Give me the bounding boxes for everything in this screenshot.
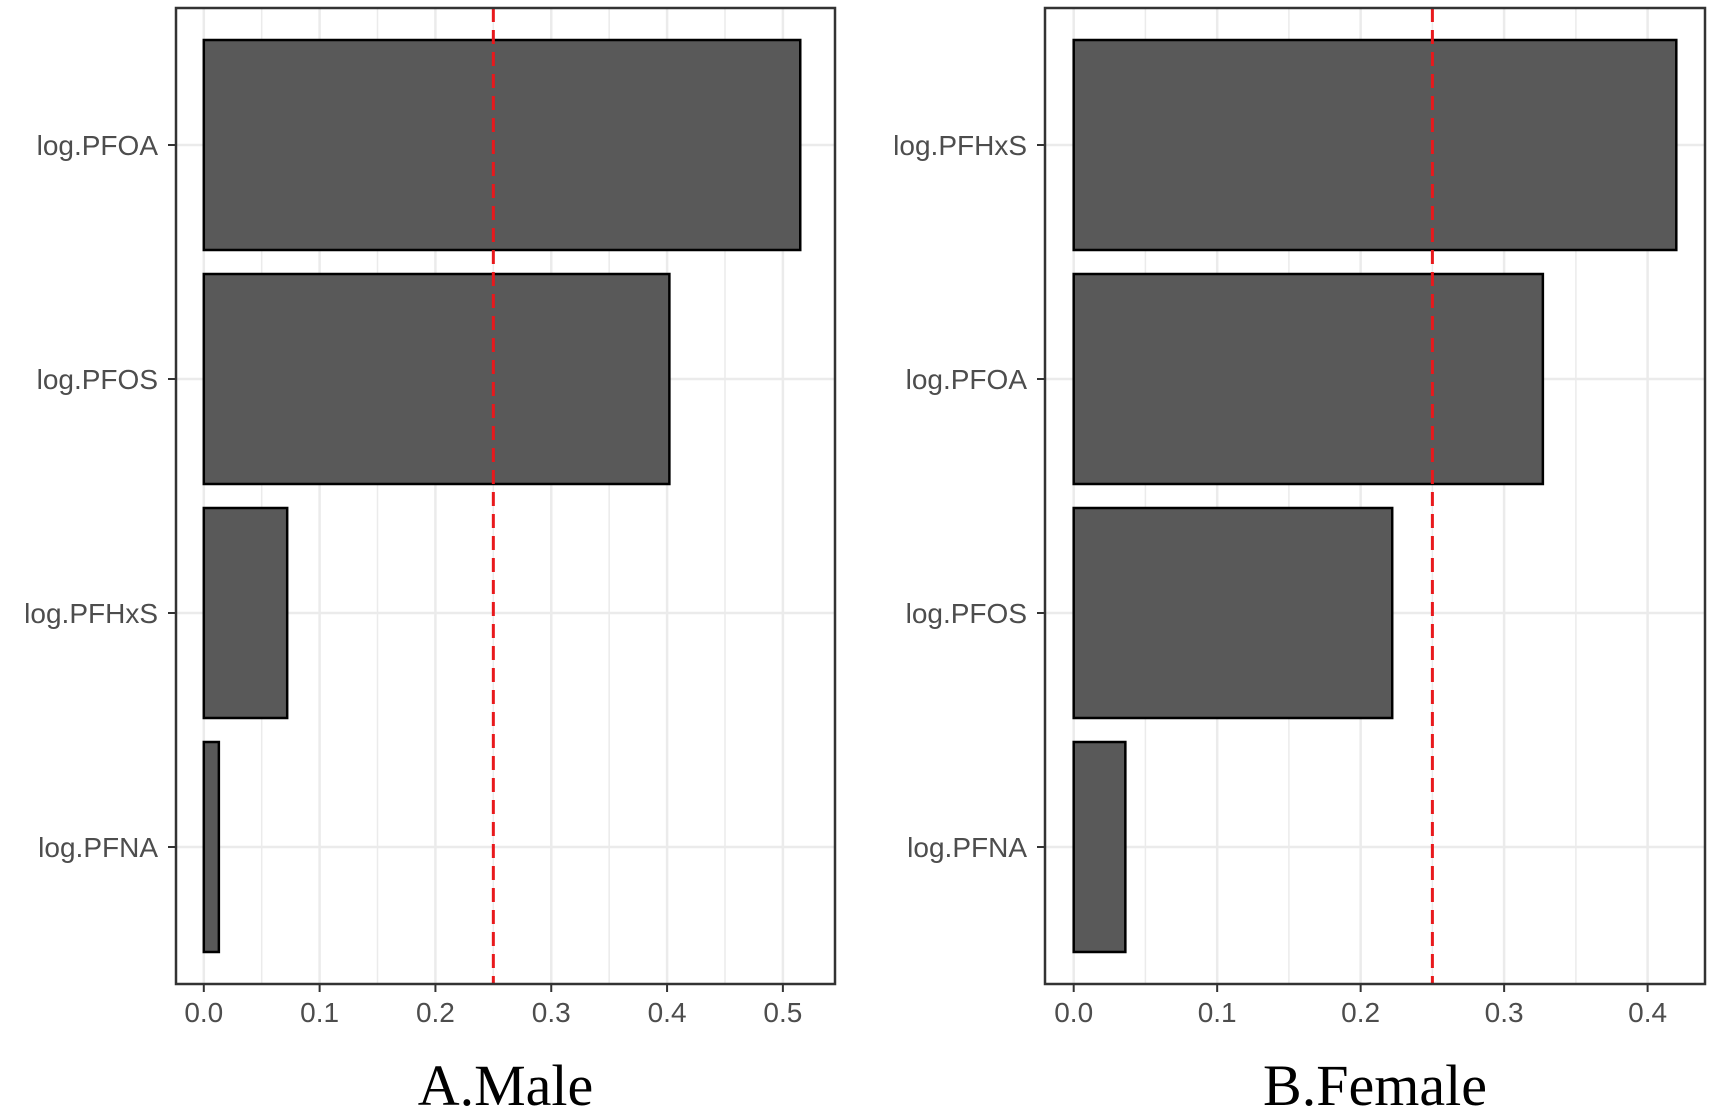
y-tick-label: log.PFOA (37, 130, 159, 161)
bar-log-pfos (202, 272, 671, 486)
bar-log-pfna (202, 740, 221, 954)
x-tick-label: 0.3 (1485, 997, 1524, 1028)
bar-log-pfhxs (202, 506, 289, 720)
bar-log-pfoa (202, 38, 802, 252)
y-tick-label: log.PFOA (906, 364, 1028, 395)
x-tick-label: 0.2 (1341, 997, 1380, 1028)
y-tick-label: log.PFHxS (24, 598, 158, 629)
panel-title: A.Male (418, 1053, 594, 1112)
x-tick-label: 0.4 (1628, 997, 1667, 1028)
bar-log-pfna (1072, 740, 1127, 954)
bar-log-pfoa (1072, 272, 1545, 486)
chart-panel-female: log.PFHxS log.PFOA log.PFOS log.PFNA 0.0 0.1 0… (893, 6, 1707, 1112)
panel-border (174, 6, 837, 986)
y-tick-label: log.PFHxS (893, 130, 1027, 161)
x-tick-label: 0.0 (1054, 997, 1093, 1028)
panel-border (1043, 6, 1707, 986)
bar-log-pfhxs (1072, 38, 1678, 252)
panel-title: B.Female (1263, 1053, 1487, 1112)
y-tick-label: log.PFOS (906, 598, 1027, 629)
chart-panel-male: log.PFOA log.PFOS log.PFHxS log.PFNA 0.0 0.1 0… (24, 6, 837, 1112)
y-tick-label: log.PFNA (907, 832, 1027, 863)
x-tick-label: 0.1 (300, 997, 339, 1028)
x-tick-label: 0.3 (532, 997, 571, 1028)
y-tick-label: log.PFOS (37, 364, 158, 395)
x-tick-label: 0.1 (1198, 997, 1237, 1028)
bar-log-pfos (1072, 506, 1394, 720)
y-tick-label: log.PFNA (38, 832, 158, 863)
x-tick-label: 0.2 (416, 997, 455, 1028)
x-tick-label: 0.5 (763, 997, 802, 1028)
x-tick-label: 0.4 (648, 997, 687, 1028)
x-tick-label: 0.0 (184, 997, 223, 1028)
